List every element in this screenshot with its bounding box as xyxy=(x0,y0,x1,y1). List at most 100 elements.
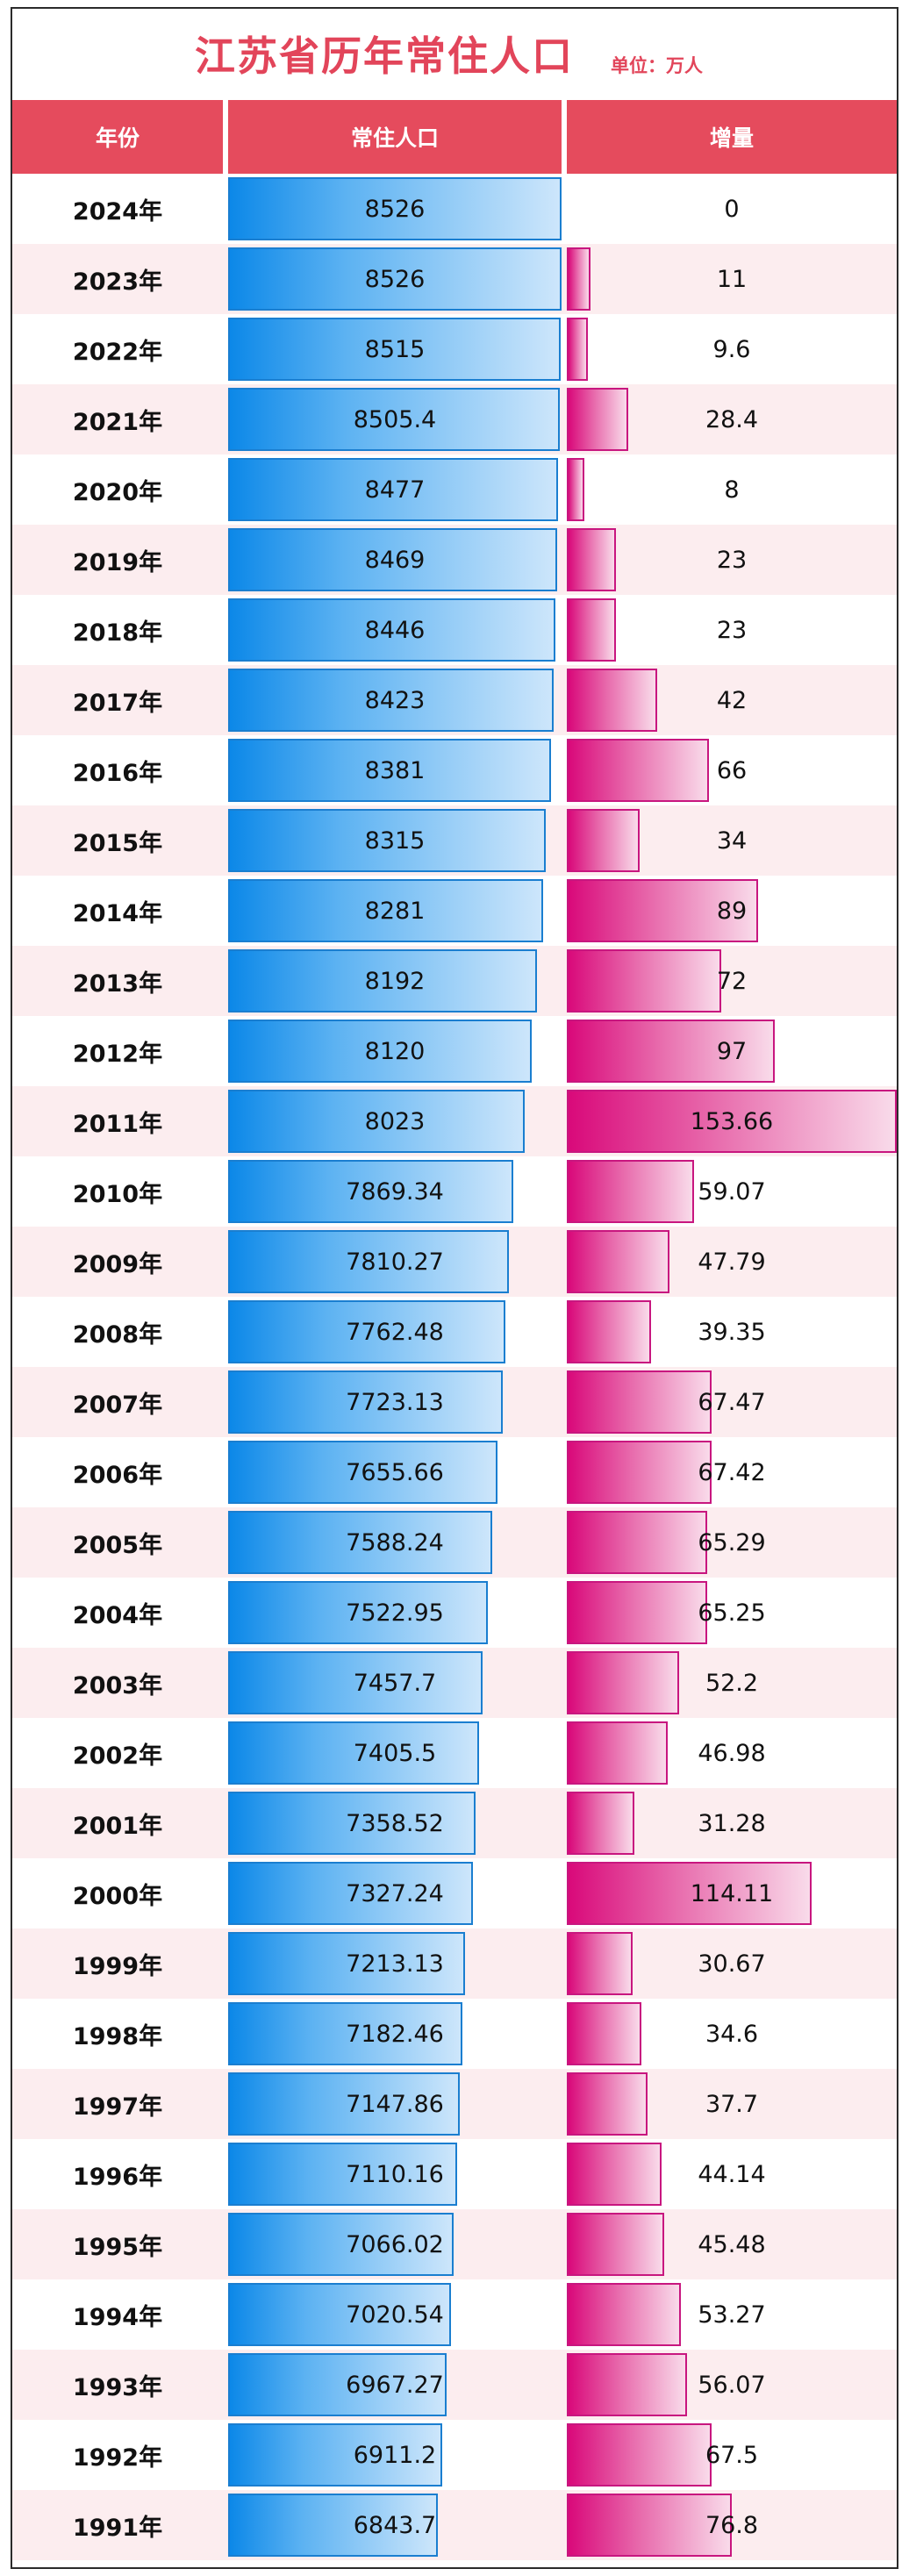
year-cell: 2013年 xyxy=(72,970,163,998)
population-value: 7110.16 xyxy=(346,2160,444,2188)
increase-bar xyxy=(567,1862,812,1925)
year-cell: 2023年 xyxy=(72,268,163,296)
table-row: 2019年 8469 23 xyxy=(12,525,897,595)
increase-bar xyxy=(567,2423,712,2487)
chart-title: 江苏省历年常住人口 xyxy=(195,32,574,80)
table-row: 1994年 7020.54 53.27 xyxy=(12,2279,897,2350)
year-cell: 2021年 xyxy=(72,408,163,436)
table-row: 2008年 7762.48 39.35 xyxy=(12,1297,897,1367)
population-bar xyxy=(228,1511,493,1574)
population-bar xyxy=(228,1581,488,1644)
year-cell: 2007年 xyxy=(72,1391,163,1419)
header-year: 年份 xyxy=(12,100,223,174)
population-bar xyxy=(228,2002,463,2065)
population-value: 7869.34 xyxy=(346,1177,444,1206)
increase-value: 47.79 xyxy=(698,1248,766,1276)
year-cell: 2003年 xyxy=(72,1671,163,1699)
population-bar xyxy=(228,1090,525,1153)
increase-bar xyxy=(567,247,590,311)
population-value: 7020.54 xyxy=(346,2301,444,2329)
increase-bar xyxy=(567,1441,712,1504)
population-value: 6967.27 xyxy=(346,2371,444,2399)
population-bar xyxy=(228,1300,505,1363)
increase-value: 72 xyxy=(716,967,748,995)
population-value: 7327.24 xyxy=(346,1879,444,1907)
year-cell: 1996年 xyxy=(72,2163,163,2191)
table-row: 1999年 7213.13 30.67 xyxy=(12,1928,897,1999)
year-cell: 1993年 xyxy=(72,2373,163,2401)
increase-bar xyxy=(567,1721,668,1785)
increase-bar xyxy=(567,2072,648,2136)
population-value: 8526 xyxy=(364,195,426,223)
title-bar: 江苏省历年常住人口 单位：万人 xyxy=(12,9,897,100)
table-row: 2015年 8315 34 xyxy=(12,805,897,876)
increase-value: 76.8 xyxy=(705,2511,759,2539)
table-row: 2007年 7723.13 67.47 xyxy=(12,1367,897,1437)
population-bar xyxy=(228,1370,503,1434)
increase-value: 23 xyxy=(716,546,748,574)
increase-value: 67.5 xyxy=(705,2441,759,2469)
population-value: 8023 xyxy=(364,1107,426,1135)
increase-bar xyxy=(567,1581,707,1644)
increase-bar xyxy=(567,458,584,521)
increase-value: 67.42 xyxy=(698,1458,766,1486)
population-bar xyxy=(228,2143,458,2206)
population-value: 7147.86 xyxy=(346,2090,444,2118)
increase-bar xyxy=(567,1511,707,1574)
year-cell: 2012年 xyxy=(72,1040,163,1068)
unit-label: 单位：万人 xyxy=(611,55,703,76)
increase-bar xyxy=(567,2283,682,2346)
increase-value: 34 xyxy=(716,826,748,855)
increase-value: 45.48 xyxy=(698,2230,766,2258)
table-row: 2002年 7405.5 46.98 xyxy=(12,1718,897,1788)
increase-bar xyxy=(567,1160,694,1223)
population-bar xyxy=(228,669,555,732)
population-value: 7213.13 xyxy=(346,1950,444,1978)
year-cell: 2016年 xyxy=(72,759,163,787)
population-bar xyxy=(228,598,556,662)
population-bar xyxy=(228,1160,513,1223)
increase-bar xyxy=(567,2213,665,2276)
increase-value: 89 xyxy=(716,897,748,925)
increase-bar xyxy=(567,388,628,451)
table-row: 2003年 7457.7 52.2 xyxy=(12,1648,897,1718)
increase-bar xyxy=(567,2143,662,2206)
header-increase: 增量 xyxy=(567,100,897,174)
increase-bar xyxy=(567,598,617,662)
population-value: 7066.02 xyxy=(346,2230,444,2258)
population-value: 8423 xyxy=(364,686,426,714)
increase-value: 65.29 xyxy=(698,1528,766,1556)
population-bar xyxy=(228,1721,479,1785)
table-row: 2010年 7869.34 59.07 xyxy=(12,1156,897,1227)
increase-value: 46.98 xyxy=(698,1739,766,1767)
year-cell: 1995年 xyxy=(72,2233,163,2261)
increase-bar xyxy=(567,739,709,802)
table-row: 2024年 8526 0 xyxy=(12,174,897,244)
increase-bar xyxy=(567,1932,633,1995)
increase-value: 59.07 xyxy=(698,1177,766,1206)
table-row: 2022年 8515 9.6 xyxy=(12,314,897,384)
increase-value: 42 xyxy=(716,686,748,714)
year-cell: 1991年 xyxy=(72,2514,163,2542)
population-value: 7588.24 xyxy=(346,1528,444,1556)
population-value: 7655.66 xyxy=(346,1458,444,1486)
chart-frame: 江苏省历年常住人口 单位：万人 年份 常住人口 增量 2024年 8526 0 202… xyxy=(11,7,898,2569)
table-row: 2004年 7522.95 65.25 xyxy=(12,1578,897,1648)
increase-value: 67.47 xyxy=(698,1388,766,1416)
table-row: 1992年 6911.2 67.5 xyxy=(12,2420,897,2490)
table-row: 1996年 7110.16 44.14 xyxy=(12,2139,897,2209)
year-cell: 2019年 xyxy=(72,548,163,576)
year-cell: 2008年 xyxy=(72,1320,163,1349)
increase-bar xyxy=(567,2002,641,2065)
table-row: 1993年 6967.27 56.07 xyxy=(12,2350,897,2420)
population-bar xyxy=(228,2213,454,2276)
year-cell: 2001年 xyxy=(72,1812,163,1840)
year-cell: 2006年 xyxy=(72,1461,163,1489)
increase-bar xyxy=(567,1090,897,1153)
increase-bar xyxy=(567,2494,732,2557)
population-bar xyxy=(228,2494,438,2557)
population-value: 8281 xyxy=(364,897,426,925)
population-bar xyxy=(228,1862,474,1925)
population-bar xyxy=(228,247,562,311)
table-row: 2021年 8505.4 28.4 xyxy=(12,384,897,454)
